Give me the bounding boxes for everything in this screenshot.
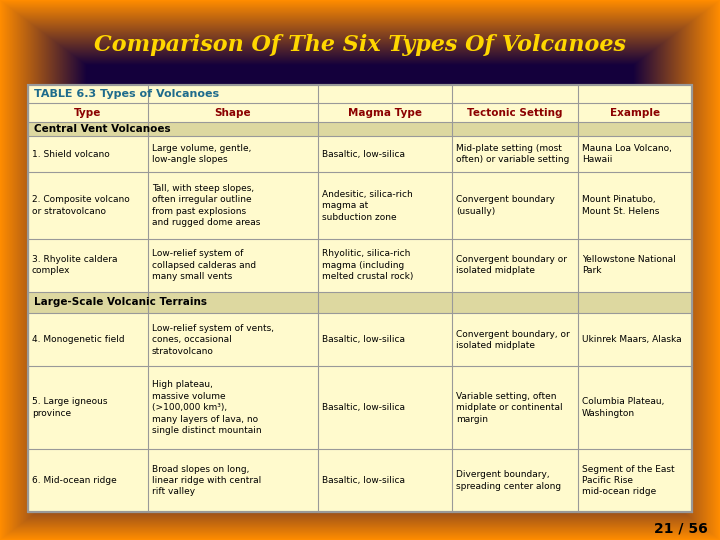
- Text: Shape: Shape: [215, 107, 251, 118]
- Text: 21 / 56: 21 / 56: [654, 521, 708, 535]
- Text: Tectonic Setting: Tectonic Setting: [467, 107, 563, 118]
- Text: Basaltic, low-silica: Basaltic, low-silica: [322, 335, 405, 344]
- Text: 4. Monogenetic field: 4. Monogenetic field: [32, 335, 125, 344]
- Text: Broad slopes on long,
linear ridge with central
rift valley: Broad slopes on long, linear ridge with …: [152, 464, 261, 496]
- Text: Basaltic, low-silica: Basaltic, low-silica: [322, 403, 405, 412]
- Text: Low-relief system of vents,
cones, occasional
stratovolcano: Low-relief system of vents, cones, occas…: [152, 324, 274, 356]
- FancyBboxPatch shape: [28, 85, 692, 512]
- Text: Mid-plate setting (most
often) or variable setting: Mid-plate setting (most often) or variab…: [456, 144, 570, 165]
- Text: Low-relief system of
collapsed calderas and
many small vents: Low-relief system of collapsed calderas …: [152, 249, 256, 281]
- Text: Central Vent Volcanoes: Central Vent Volcanoes: [34, 124, 171, 134]
- Text: Rhyolitic, silica-rich
magma (including
melted crustal rock): Rhyolitic, silica-rich magma (including …: [322, 249, 413, 281]
- Text: Divergent boundary,
spreading center along: Divergent boundary, spreading center alo…: [456, 470, 561, 491]
- Text: 5. Large igneous
province: 5. Large igneous province: [32, 397, 107, 418]
- FancyBboxPatch shape: [28, 122, 692, 136]
- Text: Tall, with steep slopes,
often irregular outline
from past explosions
and rugged: Tall, with steep slopes, often irregular…: [152, 184, 261, 227]
- Text: Yellowstone National
Park: Yellowstone National Park: [582, 255, 676, 275]
- Text: Convergent boundary, or
isolated midplate: Convergent boundary, or isolated midplat…: [456, 329, 570, 350]
- Text: Columbia Plateau,
Washington: Columbia Plateau, Washington: [582, 397, 665, 418]
- Text: Magma Type: Magma Type: [348, 107, 422, 118]
- Text: Segment of the East
Pacific Rise
mid-ocean ridge: Segment of the East Pacific Rise mid-oce…: [582, 464, 675, 496]
- Text: High plateau,
massive volume
(>100,000 km³),
many layers of lava, no
single dist: High plateau, massive volume (>100,000 k…: [152, 380, 261, 435]
- Text: Ukinrek Maars, Alaska: Ukinrek Maars, Alaska: [582, 335, 682, 344]
- Text: 6. Mid-ocean ridge: 6. Mid-ocean ridge: [32, 476, 117, 485]
- Text: Mauna Loa Volcano,
Hawaii: Mauna Loa Volcano, Hawaii: [582, 144, 672, 165]
- Text: 2. Composite volcano
or stratovolcano: 2. Composite volcano or stratovolcano: [32, 195, 130, 216]
- Text: Variable setting, often
midplate or continental
margin: Variable setting, often midplate or cont…: [456, 392, 562, 423]
- Text: Basaltic, low-silica: Basaltic, low-silica: [322, 150, 405, 159]
- Text: Mount Pinatubo,
Mount St. Helens: Mount Pinatubo, Mount St. Helens: [582, 195, 660, 216]
- Text: Basaltic, low-silica: Basaltic, low-silica: [322, 476, 405, 485]
- Text: Andesitic, silica-rich
magma at
subduction zone: Andesitic, silica-rich magma at subducti…: [322, 190, 413, 221]
- Text: 3. Rhyolite caldera
complex: 3. Rhyolite caldera complex: [32, 255, 117, 275]
- Text: TABLE 6.3 Types of Volcanoes: TABLE 6.3 Types of Volcanoes: [34, 89, 219, 99]
- Text: Convergent boundary
(usually): Convergent boundary (usually): [456, 195, 555, 216]
- Text: 1. Shield volcano: 1. Shield volcano: [32, 150, 109, 159]
- Text: Large-Scale Volcanic Terrains: Large-Scale Volcanic Terrains: [34, 298, 207, 307]
- Text: Large volume, gentle,
low-angle slopes: Large volume, gentle, low-angle slopes: [152, 144, 251, 165]
- FancyBboxPatch shape: [28, 292, 692, 313]
- Text: Comparison Of The Six Types Of Volcanoes: Comparison Of The Six Types Of Volcanoes: [94, 34, 626, 56]
- Text: Convergent boundary or
isolated midplate: Convergent boundary or isolated midplate: [456, 255, 567, 275]
- Text: Type: Type: [74, 107, 102, 118]
- Text: Example: Example: [610, 107, 660, 118]
